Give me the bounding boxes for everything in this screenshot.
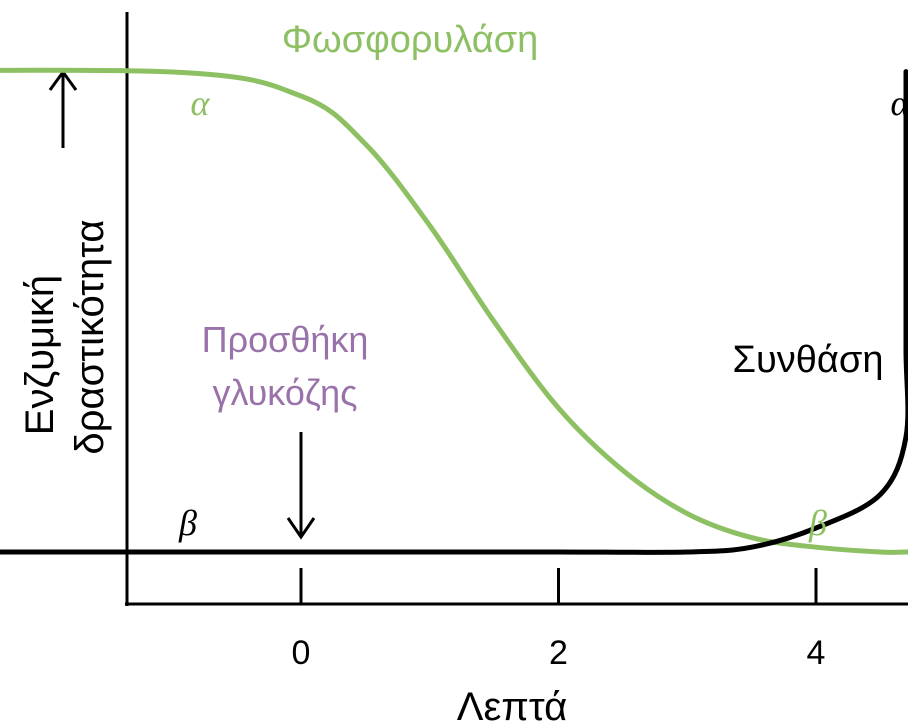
phosphorylase-start-state-label: α xyxy=(191,83,211,123)
y-axis-title-line1: Ενζυμική xyxy=(18,275,62,435)
glucose-annotation: Προσθήκη γλυκόζης xyxy=(202,319,369,540)
x-axis-title: Λεπτά xyxy=(457,685,568,728)
phosphorylase-curve xyxy=(0,67,908,555)
phosphorylase-end-state-label: β xyxy=(808,503,827,543)
x-tick-label: 2 xyxy=(549,634,568,672)
x-axis-ticks: 02468 xyxy=(292,568,826,672)
annotation-line1: Προσθήκη xyxy=(202,319,369,360)
y-axis-title: Ενζυμική δραστικότητα xyxy=(18,219,112,454)
annotation-arrow-head xyxy=(286,517,316,540)
synthase-curve xyxy=(0,69,908,555)
synthase-start-state-label: β xyxy=(178,503,197,543)
annotation-line2: γλυκόζης xyxy=(212,372,357,413)
x-tick-label: 0 xyxy=(292,634,311,672)
series-curves xyxy=(0,67,908,555)
down-arrow-icon xyxy=(286,432,316,540)
x-tick-label: 4 xyxy=(807,634,826,672)
y-axis-title-line2: δραστικότητα xyxy=(68,219,112,454)
series-labels: Φωσφορυλάση Συνθάση α β β α xyxy=(178,19,908,543)
synthase-end-state-label: α xyxy=(891,83,908,123)
phosphorylase-label: Φωσφορυλάση xyxy=(282,19,539,61)
y-axis-arrow-icon xyxy=(48,69,78,148)
synthase-label: Συνθάση xyxy=(733,339,884,381)
